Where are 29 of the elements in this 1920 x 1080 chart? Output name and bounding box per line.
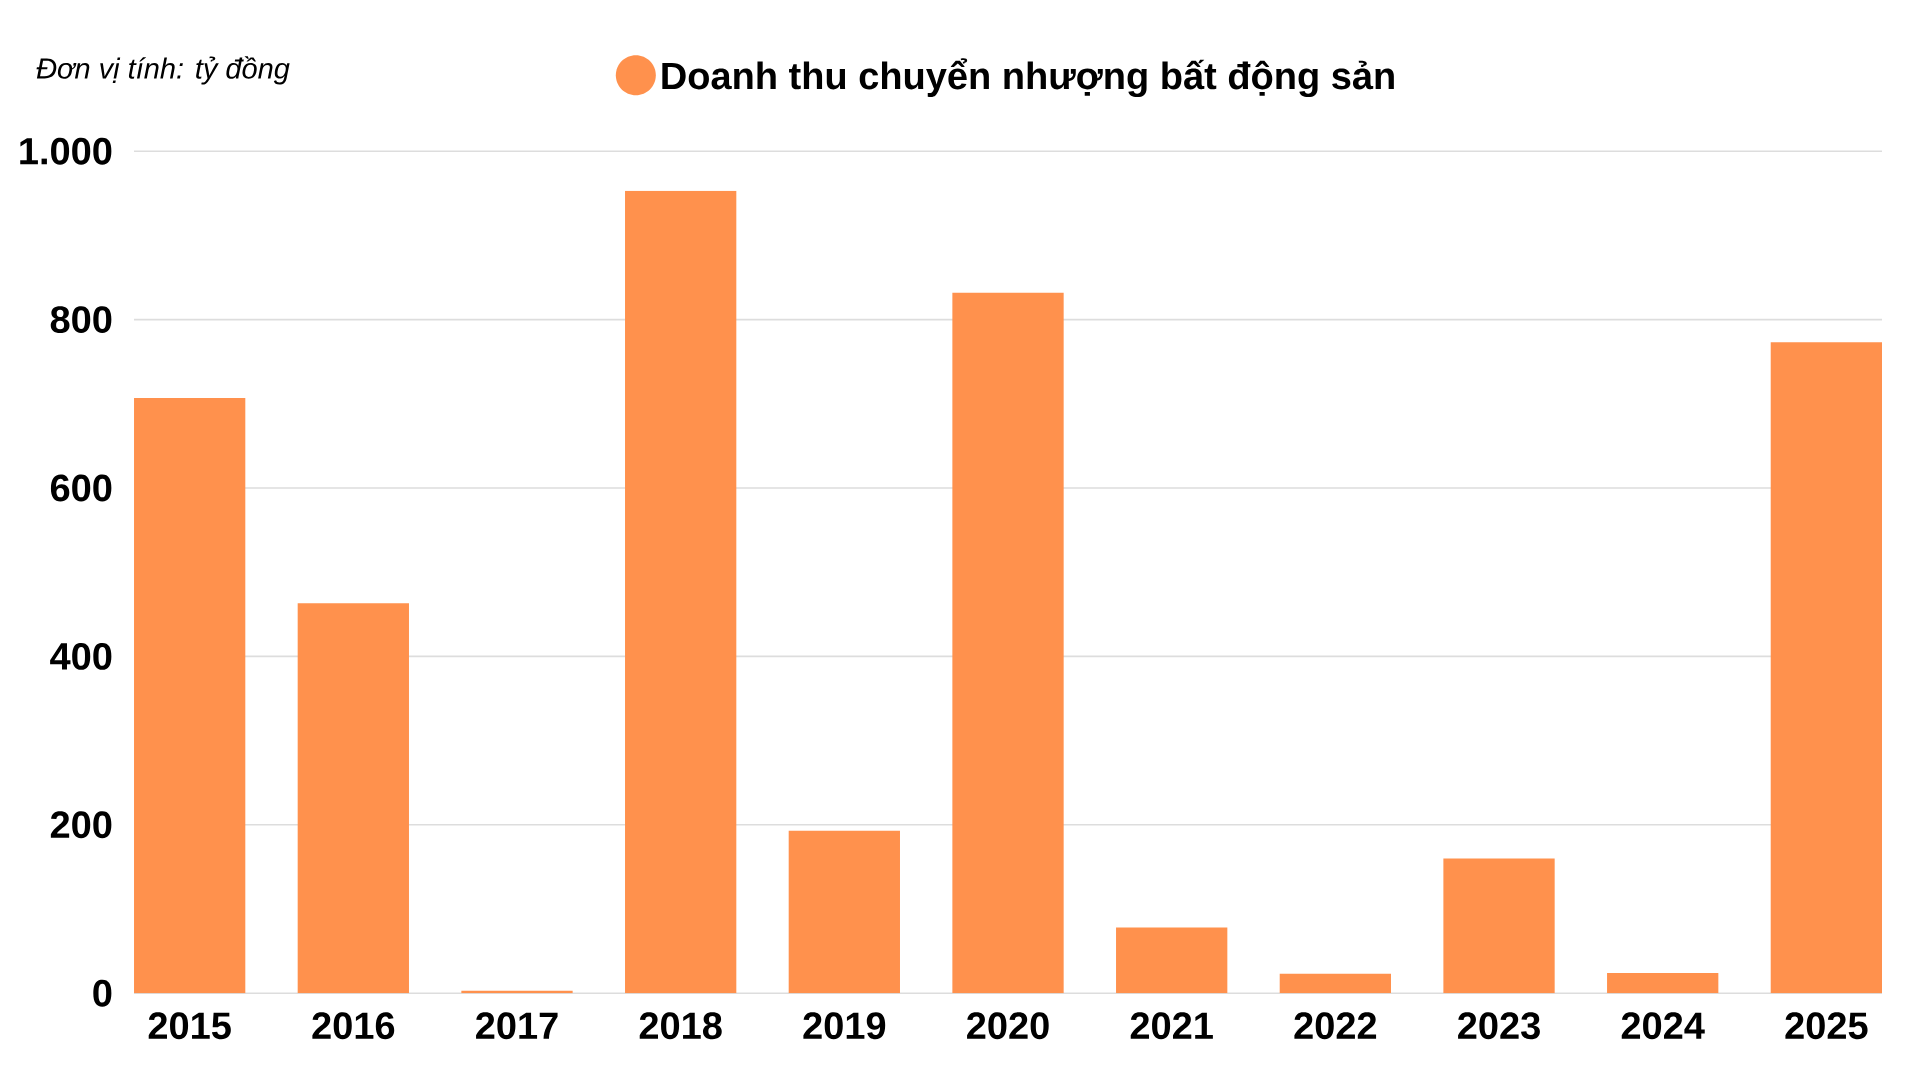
y-tick-label: 0 xyxy=(93,979,112,1007)
bar xyxy=(952,292,1064,994)
y-tick-label: 800 xyxy=(50,306,112,334)
y-tick-label: 200 xyxy=(50,811,112,839)
bar xyxy=(297,603,409,994)
y-tick-label: 400 xyxy=(50,642,112,670)
x-tick-label: 2023 xyxy=(1458,1012,1540,1040)
bar xyxy=(134,397,246,994)
x-tick-label: 2017 xyxy=(476,1012,558,1040)
x-tick-label: 2022 xyxy=(1294,1012,1377,1040)
bar xyxy=(625,190,737,994)
bar xyxy=(1116,927,1228,994)
y-axis-title: Đơn vị tính: tỷ đồng xyxy=(36,56,290,85)
y-tick-label: 1.000 xyxy=(20,137,112,165)
x-tick-label: 2016 xyxy=(312,1012,395,1040)
x-tick-label: 2018 xyxy=(639,1012,722,1040)
x-tick-label: 2015 xyxy=(148,1012,231,1040)
bar xyxy=(788,830,900,994)
legend-label: Doanh thu chuyển nhượng bất động sản xyxy=(662,58,1394,98)
bar xyxy=(1279,973,1391,994)
bar xyxy=(1770,342,1883,994)
x-tick-label: 2021 xyxy=(1130,1012,1213,1040)
bar xyxy=(1443,858,1555,994)
x-tick-label: 2019 xyxy=(803,1012,886,1040)
bar xyxy=(1607,972,1719,994)
x-tick-label: 2020 xyxy=(967,1012,1049,1040)
x-tick-label: 2024 xyxy=(1621,1012,1705,1040)
y-tick-label: 600 xyxy=(50,474,112,502)
x-tick-label: 2025 xyxy=(1785,1012,1868,1040)
